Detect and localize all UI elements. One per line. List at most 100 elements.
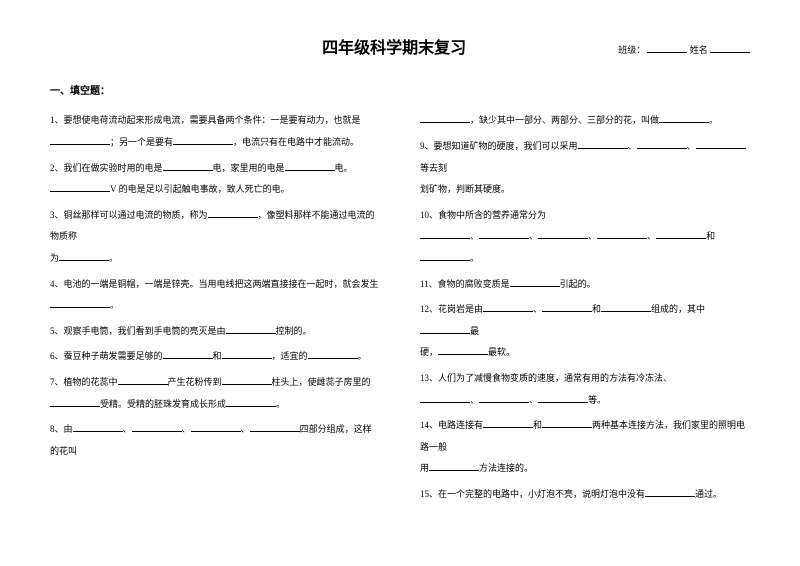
blank [420,231,470,239]
blank [438,347,488,355]
name-label: 姓名 [690,45,708,55]
q8-text-b2: 、 [182,424,191,434]
q12-text-d: 组成的，其中 [651,304,705,314]
question-12: 12、花岗岩是由、和组成的，其中最 硬，最软。 [420,299,750,364]
blank [659,115,709,123]
q12-text-e: 最 [470,326,479,336]
blank [597,231,647,239]
blank [285,162,335,170]
q15-text-a: 15、在一个完整的电路中，小灯泡不亮，说明灯泡中没有 [420,489,645,499]
blank [420,394,470,402]
blank [645,489,695,497]
blank [429,463,479,471]
question-7: 7、植物的花蕊中产生花粉传到柱头上，使雌蕊子房里的 受精。受精的胚珠发育成长形成… [50,372,380,415]
q6-text-a: 6、蚕豆种子萌发需要足够的 [50,351,163,361]
question-14: 14、电路连接有和两种基本连接方法，我们家里的照明电路一般 用方法连接的。 [420,415,750,480]
r0-text-a: ，缺少其中一部分、两部分、三部分的花，叫做 [470,115,659,125]
q2-text-a: 2、我们在做实验时用的电是 [50,163,163,173]
q2-text-d: V 的电是足以引起触电事故，致人死亡的电。 [110,184,290,194]
blank [250,424,300,432]
q3-text-c: 为 [50,253,59,263]
blank [420,115,470,123]
q2-text-b: 电，家里用的电是 [213,163,285,173]
q13-text-c: 等。 [588,395,606,405]
question-2: 2、我们在做实验时用的电是 电，家里用的电是 电。 V 的电是足以引起触电事故，致人… [50,158,380,201]
blank [208,210,258,218]
q10-text-d: 。 [470,253,479,263]
blank [163,351,213,359]
class-label: 班级： [618,45,645,55]
question-15: 15、在一个完整的电路中，小灯泡不亮，说明灯泡中没有 通过。 [420,484,750,506]
question-8-cont: ，缺少其中一部分、两部分、三部分的花，叫做 。 [420,110,750,132]
blank [542,420,592,428]
blank [510,278,560,286]
blank [479,231,529,239]
q1-text-a: 1、要想使电荷流动起来形成电流，需要具备两个条件：一是要有动力，也就是 [50,115,361,125]
q10-text-b2: 、 [529,231,538,241]
q11-text-b: 引起的。 [560,279,596,289]
q8-text-b: 、 [123,424,132,434]
blank [483,304,533,312]
blank [163,162,213,170]
blank [50,300,110,308]
blank [191,424,241,432]
q9-text-b: 、 [628,141,637,151]
q6-text-d: 。 [358,351,367,361]
blank [50,137,110,145]
q1-text-b: ；另一个是要有 [110,137,173,147]
q14-text-e: 方法连接的。 [479,463,533,473]
q9-text-a: 9、要想知道矿物的硬度，我们可以采用 [420,141,578,151]
q14-text-b: 和 [533,420,542,430]
blank [50,398,100,406]
blank [420,326,470,334]
q12-text-g: 最软。 [488,347,515,357]
q4-text-b: 。 [110,300,119,310]
blank [50,184,110,192]
question-9: 9、要想知道矿物的硬度，我们可以采用、、等去刻 划矿物，判断其硬度。 [420,136,750,201]
q14-text-a: 14、电路连接有 [420,420,483,430]
q15-text-b: 通过。 [695,489,722,499]
q13-text-b2: 、 [529,395,538,405]
blank [308,351,358,359]
q1-text-c: ，电流只有在电路中才能流动。 [233,137,359,147]
blank [538,231,588,239]
q8-text-a: 8、由 [50,424,73,434]
blank [226,398,276,406]
q13-text-b: 、 [470,395,479,405]
section-1-title: 一、填空题： [50,80,750,104]
q12-text-a: 12、花岗岩是由 [420,304,483,314]
blank [696,141,746,149]
blank [132,424,182,432]
question-4: 4、电池的一端是铜帽，一端是锌壳。当用电线把这两端直接接在一起时，就会发生 。 [50,274,380,317]
q9-text-b2: 、 [687,141,696,151]
q14-text-d: 用 [420,463,429,473]
q2-text-c: 电。 [335,163,353,173]
q7-text-e: 。 [276,399,285,409]
q12-text-c: 和 [592,304,601,314]
blank [420,253,470,261]
meta-info: 班级： 姓名 [618,40,750,62]
q9-text-d: 划矿物，判断其硬度。 [420,184,510,194]
left-column: 1、要想使电荷流动起来形成电流，需要具备两个条件：一是要有动力，也就是 ；另一个… [50,110,380,509]
q6-text-c: ，适宜的 [272,351,308,361]
right-column: ，缺少其中一部分、两部分、三部分的花，叫做。 9、要想知道矿物的硬度，我们可以采… [420,110,750,509]
blank [637,141,687,149]
q10-text-c: 和 [706,231,715,241]
blank [538,394,588,402]
blank [656,231,706,239]
q12-text-b: 、 [533,304,542,314]
blank [578,141,628,149]
blank [483,420,533,428]
q10-text-b3: 、 [588,231,597,241]
q7-text-c: 柱头上，使雌蕊子房里的 [272,377,371,387]
r0-text-b: 。 [709,115,718,125]
q7-text-b: 产生花粉传到 [168,377,222,387]
blank [222,351,272,359]
q7-text-a: 7、植物的花蕊中 [50,377,118,387]
q3-text-a: 3、铜丝那样可以通过电流的物质，称为 [50,210,208,220]
class-blank [647,45,687,53]
page-title: 四年级科学期末复习 [170,30,618,68]
q8-text-b3: 、 [241,424,250,434]
question-8: 8、由、、、四部分组成，这样的花叫 [50,419,380,462]
q10-text-b4: 、 [647,231,656,241]
